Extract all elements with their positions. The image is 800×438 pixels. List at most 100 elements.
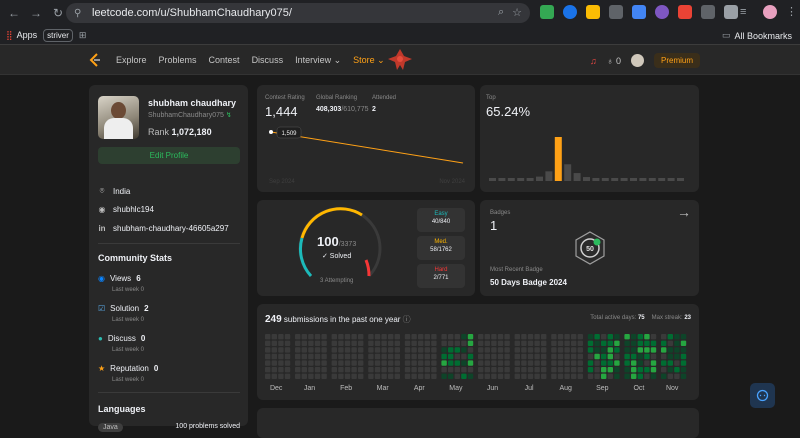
- day-cell[interactable]: [637, 373, 643, 379]
- streak-counter[interactable]: ♁ 0: [607, 56, 621, 66]
- day-cell[interactable]: [504, 334, 510, 340]
- day-cell[interactable]: [504, 360, 510, 366]
- day-cell[interactable]: [418, 373, 424, 379]
- day-cell[interactable]: [624, 367, 630, 373]
- day-cell[interactable]: [467, 334, 474, 340]
- day-cell[interactable]: [534, 360, 540, 366]
- day-cell[interactable]: [491, 347, 497, 353]
- day-cell[interactable]: [534, 347, 540, 353]
- reload-icon[interactable]: ↻: [52, 6, 64, 20]
- day-cell[interactable]: [674, 340, 680, 346]
- event-mascot-icon[interactable]: [386, 48, 414, 72]
- back-icon[interactable]: ←: [8, 6, 20, 20]
- day-cell[interactable]: [484, 360, 490, 366]
- day-cell[interactable]: [594, 360, 600, 366]
- day-cell[interactable]: [497, 360, 504, 366]
- day-cell[interactable]: [284, 367, 291, 373]
- day-cell[interactable]: [381, 340, 387, 346]
- day-cell[interactable]: [411, 373, 417, 379]
- day-cell[interactable]: [571, 340, 577, 346]
- day-cell[interactable]: [271, 334, 277, 340]
- day-cell[interactable]: [394, 360, 400, 366]
- day-cell[interactable]: [411, 334, 417, 340]
- day-cell[interactable]: [514, 334, 520, 340]
- day-cell[interactable]: [271, 360, 277, 366]
- day-cell[interactable]: [265, 347, 271, 353]
- menu-lines-icon[interactable]: ≡: [740, 6, 747, 18]
- day-cell[interactable]: [358, 340, 364, 346]
- day-cell[interactable]: [527, 360, 534, 366]
- day-cell[interactable]: [321, 367, 327, 373]
- day-cell[interactable]: [441, 340, 447, 346]
- day-cell[interactable]: [504, 353, 510, 360]
- day-cell[interactable]: [284, 360, 291, 366]
- day-cell[interactable]: [527, 347, 534, 353]
- day-cell[interactable]: [394, 347, 400, 353]
- day-cell[interactable]: [284, 353, 291, 360]
- day-cell[interactable]: [295, 340, 301, 346]
- day-cell[interactable]: [424, 334, 430, 340]
- day-cell[interactable]: [388, 340, 394, 346]
- day-cell[interactable]: [431, 360, 437, 366]
- day-cell[interactable]: [374, 334, 381, 340]
- day-cell[interactable]: [607, 367, 613, 373]
- day-cell[interactable]: [504, 340, 510, 346]
- day-cell[interactable]: [667, 367, 673, 373]
- day-cell[interactable]: [637, 340, 643, 346]
- day-cell[interactable]: [577, 367, 583, 373]
- day-cell[interactable]: [644, 367, 650, 373]
- day-cell[interactable]: [284, 334, 291, 340]
- day-cell[interactable]: [351, 347, 357, 353]
- day-cell[interactable]: [607, 340, 613, 346]
- day-cell[interactable]: [424, 353, 430, 360]
- day-cell[interactable]: [314, 373, 321, 379]
- day-cell[interactable]: [661, 334, 667, 340]
- day-cell[interactable]: [680, 347, 687, 353]
- day-cell[interactable]: [514, 340, 520, 346]
- day-cell[interactable]: [314, 367, 321, 373]
- day-cell[interactable]: [624, 347, 630, 353]
- day-cell[interactable]: [614, 353, 620, 360]
- day-cell[interactable]: [650, 367, 657, 373]
- day-cell[interactable]: [338, 340, 344, 346]
- day-cell[interactable]: [534, 353, 540, 360]
- day-cell[interactable]: [265, 334, 271, 340]
- day-cell[interactable]: [614, 367, 620, 373]
- day-cell[interactable]: [368, 353, 374, 360]
- day-cell[interactable]: [467, 347, 474, 353]
- day-cell[interactable]: [521, 367, 527, 373]
- day-cell[interactable]: [637, 334, 643, 340]
- day-cell[interactable]: [265, 340, 271, 346]
- day-cell[interactable]: [271, 373, 277, 379]
- day-cell[interactable]: [667, 360, 673, 366]
- day-cell[interactable]: [368, 340, 374, 346]
- day-cell[interactable]: [631, 340, 637, 346]
- day-cell[interactable]: [368, 334, 374, 340]
- day-cell[interactable]: [601, 347, 607, 353]
- day-cell[interactable]: [394, 353, 400, 360]
- day-cell[interactable]: [308, 347, 314, 353]
- day-cell[interactable]: [594, 373, 600, 379]
- day-cell[interactable]: [338, 334, 344, 340]
- day-cell[interactable]: [344, 360, 351, 366]
- day-cell[interactable]: [284, 373, 291, 379]
- day-cell[interactable]: [680, 360, 687, 366]
- day-cell[interactable]: [587, 360, 594, 366]
- day-cell[interactable]: [374, 373, 381, 379]
- day-cell[interactable]: [571, 353, 577, 360]
- day-cell[interactable]: [527, 334, 534, 340]
- day-cell[interactable]: [521, 353, 527, 360]
- day-cell[interactable]: [624, 353, 630, 360]
- day-cell[interactable]: [527, 353, 534, 360]
- puzzle-icon[interactable]: [724, 5, 738, 19]
- day-cell[interactable]: [601, 334, 607, 340]
- day-cell[interactable]: [308, 360, 314, 366]
- day-cell[interactable]: [344, 340, 351, 346]
- extension-icon[interactable]: [701, 5, 715, 19]
- day-cell[interactable]: [497, 373, 504, 379]
- day-cell[interactable]: [521, 373, 527, 379]
- day-cell[interactable]: [504, 373, 510, 379]
- day-cell[interactable]: [571, 373, 577, 379]
- day-cell[interactable]: [650, 353, 657, 360]
- day-cell[interactable]: [314, 334, 321, 340]
